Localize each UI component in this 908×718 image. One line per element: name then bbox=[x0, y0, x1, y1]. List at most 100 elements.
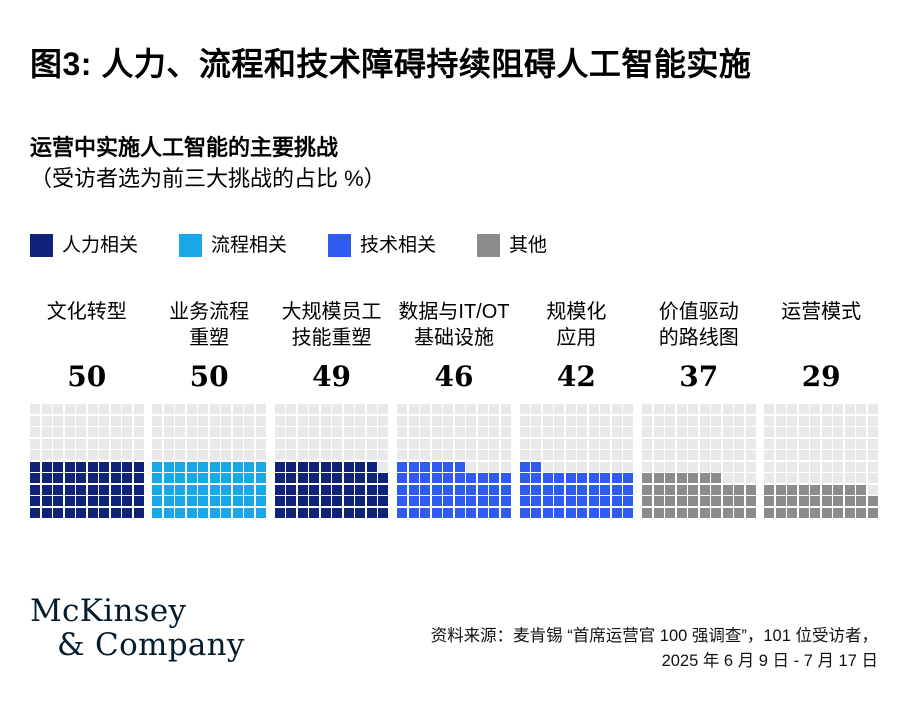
waffle-cell-filled bbox=[477, 507, 488, 518]
waffle-cell-empty bbox=[623, 427, 634, 437]
waffle-cell-empty bbox=[320, 450, 331, 460]
waffle-cell-filled bbox=[332, 507, 343, 518]
waffle-cell-empty bbox=[332, 404, 343, 414]
waffle-cell-empty bbox=[642, 461, 653, 472]
waffle-cell-filled bbox=[76, 461, 86, 472]
category-label: 价值驱动 的路线图 bbox=[658, 301, 739, 349]
waffle-cell-empty bbox=[577, 404, 588, 414]
waffle-cell-empty bbox=[764, 438, 775, 449]
waffle-cell-empty bbox=[175, 438, 186, 449]
waffle-cell-empty bbox=[531, 450, 542, 460]
waffle-cell-filled bbox=[420, 484, 431, 495]
category-label: 规模化 应用 bbox=[546, 301, 607, 349]
logo-line1: McKinsey bbox=[30, 592, 187, 629]
waffle-cell-empty bbox=[833, 461, 844, 472]
waffle-cell-empty bbox=[133, 438, 144, 449]
waffle-cell-empty bbox=[255, 438, 266, 449]
waffle-cell-filled bbox=[152, 461, 163, 472]
waffle-cell-filled bbox=[175, 473, 186, 483]
waffle-cell-filled bbox=[309, 496, 320, 506]
waffle-grid bbox=[152, 404, 266, 518]
waffle-cell-filled bbox=[366, 507, 377, 518]
waffle-cell-filled bbox=[209, 461, 220, 472]
waffle-cell-filled bbox=[611, 473, 622, 483]
waffle-cell-empty bbox=[175, 427, 186, 437]
waffle-cell-filled bbox=[30, 461, 40, 472]
waffle-cell-filled bbox=[209, 473, 220, 483]
waffle-cell-empty bbox=[734, 427, 745, 437]
waffle-cell-filled bbox=[798, 484, 809, 495]
waffle-cell-empty bbox=[420, 415, 431, 426]
waffle-cell-empty bbox=[745, 404, 756, 414]
waffle-cell-empty bbox=[122, 438, 132, 449]
waffle-cell-filled bbox=[286, 473, 297, 483]
chart-column: 价值驱动 的路线图 37 bbox=[642, 299, 756, 518]
waffle-cell-empty bbox=[611, 438, 622, 449]
waffle-cell-empty bbox=[133, 415, 144, 426]
waffle-cell-empty bbox=[232, 438, 243, 449]
waffle-cell-empty bbox=[489, 438, 500, 449]
waffle-cell-empty bbox=[41, 415, 52, 426]
waffle-cell-empty bbox=[542, 461, 553, 472]
waffle-cell-empty bbox=[221, 438, 232, 449]
waffle-cell-filled bbox=[122, 496, 132, 506]
chart-column: 运营模式 29 bbox=[764, 299, 878, 518]
waffle-cell-filled bbox=[186, 507, 197, 518]
waffle-cell-filled bbox=[163, 484, 174, 495]
waffle-cell-filled bbox=[244, 473, 255, 483]
waffle-cell-filled bbox=[775, 484, 786, 495]
waffle-cell-empty bbox=[798, 461, 809, 472]
waffle-cell-filled bbox=[244, 507, 255, 518]
waffle-cell-empty bbox=[186, 415, 197, 426]
waffle-cell-empty bbox=[466, 461, 477, 472]
waffle-cell-filled bbox=[99, 507, 109, 518]
waffle-cell-filled bbox=[565, 473, 576, 483]
waffle-cell-empty bbox=[787, 450, 798, 460]
waffle-cell-empty bbox=[186, 450, 197, 460]
waffle-cell-empty bbox=[186, 427, 197, 437]
waffle-cell-empty bbox=[255, 450, 266, 460]
waffle-cell-filled bbox=[320, 484, 331, 495]
waffle-cell-empty bbox=[600, 415, 611, 426]
waffle-cell-empty bbox=[867, 484, 878, 495]
waffle-cell-empty bbox=[163, 450, 174, 460]
waffle-grid bbox=[764, 404, 878, 518]
waffle-cell-filled bbox=[53, 461, 63, 472]
legend-item: 流程相关 bbox=[179, 234, 287, 257]
waffle-cell-filled bbox=[787, 507, 798, 518]
waffle-cell-empty bbox=[489, 415, 500, 426]
waffle-cell-empty bbox=[244, 404, 255, 414]
waffle-cell-filled bbox=[554, 484, 565, 495]
figure-title: 图3: 人力、流程和技术障碍持续阻碍人工智能实施 bbox=[30, 46, 752, 82]
waffle-cell-empty bbox=[198, 438, 209, 449]
waffle-cell-empty bbox=[378, 415, 389, 426]
waffle-cell-empty bbox=[232, 415, 243, 426]
waffle-cell-empty bbox=[64, 427, 75, 437]
source-note: 资料来源：麦肯锡 “首席运营官 100 强调查”，101 位受访者， 2025 … bbox=[431, 624, 878, 674]
waffle-cell-filled bbox=[152, 484, 163, 495]
waffle-cell-empty bbox=[734, 415, 745, 426]
waffle-cell-filled bbox=[53, 484, 63, 495]
waffle-cell-filled bbox=[531, 473, 542, 483]
legend-item: 技术相关 bbox=[328, 234, 436, 257]
waffle-cell-filled bbox=[821, 496, 832, 506]
waffle-cell-empty bbox=[53, 427, 63, 437]
waffle-cell-empty bbox=[99, 427, 109, 437]
waffle-cell-filled bbox=[420, 507, 431, 518]
footer: McKinsey & Company 资料来源：麦肯锡 “首席运营官 100 强… bbox=[30, 594, 878, 674]
waffle-cell-filled bbox=[833, 507, 844, 518]
waffle-cell-empty bbox=[343, 427, 354, 437]
waffle-cell-empty bbox=[64, 438, 75, 449]
waffle-cell-filled bbox=[500, 484, 511, 495]
waffle-cell-filled bbox=[676, 484, 687, 495]
waffle-cell-empty bbox=[343, 438, 354, 449]
waffle-cell-empty bbox=[856, 427, 867, 437]
waffle-cell-filled bbox=[378, 484, 389, 495]
waffle-cell-filled bbox=[76, 507, 86, 518]
waffle-cell-filled bbox=[466, 484, 477, 495]
waffle-cell-filled bbox=[653, 496, 664, 506]
waffle-cell-filled bbox=[443, 461, 454, 472]
waffle-cell-empty bbox=[30, 438, 40, 449]
waffle-cell-empty bbox=[833, 427, 844, 437]
